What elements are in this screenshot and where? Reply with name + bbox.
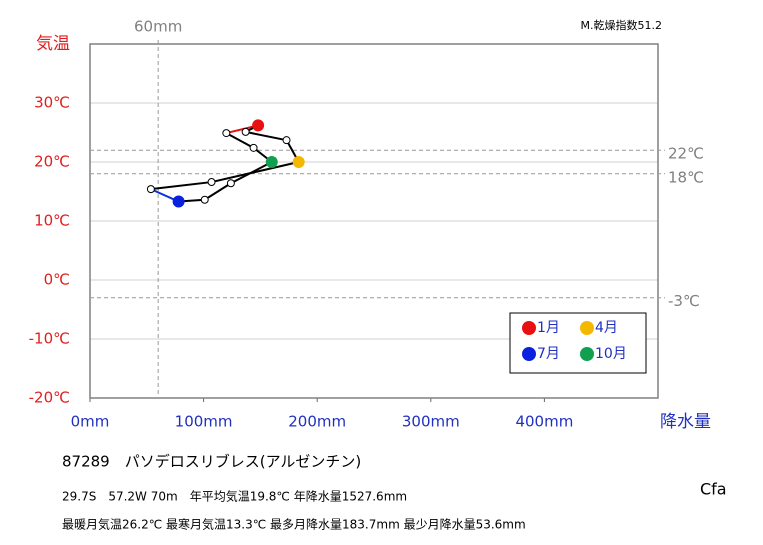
climate-line bbox=[245, 130, 287, 142]
climate-line bbox=[225, 132, 255, 149]
reference-label: -3℃ bbox=[668, 292, 700, 310]
month-point bbox=[292, 156, 305, 168]
x-axis-label: 降水量 bbox=[660, 412, 711, 432]
climate-line bbox=[204, 182, 232, 201]
month-point bbox=[200, 195, 209, 204]
month-point bbox=[146, 185, 155, 194]
month-point bbox=[249, 143, 258, 152]
y-tick-label: 10℃ bbox=[34, 212, 70, 230]
month-point bbox=[207, 178, 216, 187]
legend-marker bbox=[580, 321, 594, 335]
reference-label: 18℃ bbox=[668, 168, 704, 186]
x-tick-label: 100mm bbox=[175, 413, 233, 431]
month-point bbox=[265, 156, 278, 168]
month-point bbox=[222, 129, 231, 138]
legend-marker bbox=[522, 321, 536, 335]
plot-frame bbox=[89, 43, 659, 399]
reference-label: 22℃ bbox=[668, 145, 704, 163]
x-tick-label: 300mm bbox=[402, 413, 460, 431]
y-tick-label: 0℃ bbox=[44, 271, 70, 289]
y-tick-label: 20℃ bbox=[34, 153, 70, 171]
legend-label: 1月 bbox=[537, 320, 560, 336]
legend-label: 10月 bbox=[595, 346, 627, 362]
reference-label: 60mm bbox=[134, 18, 182, 36]
y-tick-label: -20℃ bbox=[29, 389, 70, 407]
station-name: 87289 パソデロスリブレス(アルゼンチン) bbox=[62, 453, 361, 471]
month-point bbox=[252, 119, 265, 132]
climate-line bbox=[150, 181, 212, 191]
climate-class: Cfa bbox=[700, 480, 727, 499]
legend-label: 7月 bbox=[537, 346, 560, 362]
month-point bbox=[226, 179, 235, 188]
x-tick-label: 400mm bbox=[515, 413, 573, 431]
y-axis-label: 気温 bbox=[36, 34, 70, 54]
legend-marker bbox=[522, 347, 536, 361]
month-point bbox=[241, 127, 250, 136]
legend-label: 4月 bbox=[595, 320, 618, 336]
month-point bbox=[172, 195, 185, 208]
climate-line bbox=[211, 161, 299, 184]
climate-stats: 最暖月気温26.2℃ 最寒月気温13.3℃ 最多月降水量183.7mm 最少月降… bbox=[62, 517, 526, 532]
climate-line bbox=[230, 161, 273, 185]
y-tick-label: 30℃ bbox=[34, 94, 70, 112]
month-point bbox=[282, 136, 291, 145]
legend-marker bbox=[580, 347, 594, 361]
dryness-index: M.乾燥指数51.2 bbox=[581, 18, 662, 32]
x-tick-label: 0mm bbox=[71, 413, 110, 431]
y-tick-label: -10℃ bbox=[29, 330, 70, 348]
x-tick-label: 200mm bbox=[288, 413, 346, 431]
station-info: 29.7S 57.2W 70m 年平均気温19.8℃ 年降水量1527.6mm bbox=[62, 489, 407, 504]
